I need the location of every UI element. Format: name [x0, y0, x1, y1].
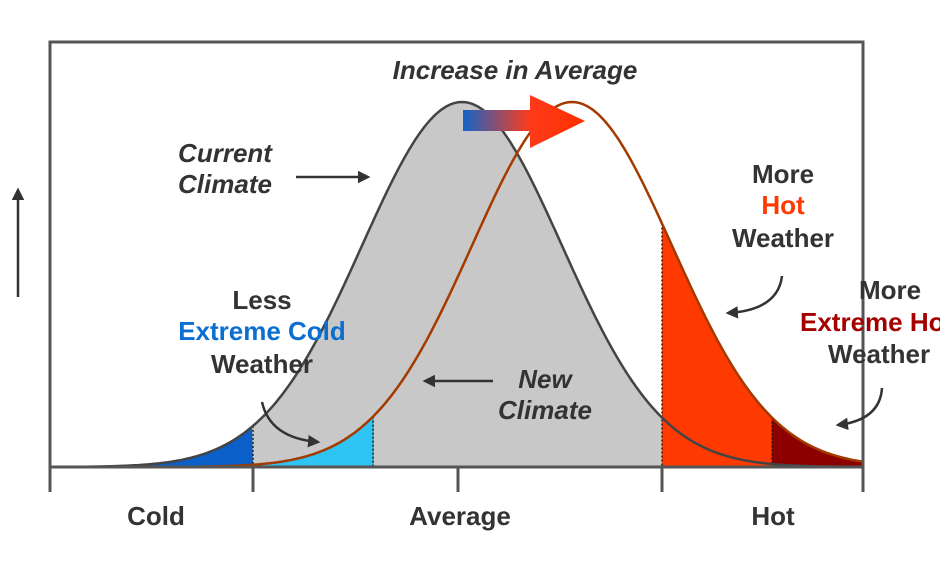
- increase-arrow: [463, 95, 585, 148]
- new-label: New: [518, 364, 573, 394]
- pointer: [725, 275, 784, 319]
- current-label: Current: [178, 138, 273, 168]
- less-cold-area: [252, 415, 374, 467]
- pointer: [260, 401, 321, 448]
- extreme-hot-label: Extreme Hot: [800, 307, 940, 337]
- less-cold-label: Less: [232, 285, 291, 315]
- frame: [48, 40, 865, 467]
- extreme-hot-area: [772, 417, 863, 467]
- distributions: [50, 100, 863, 467]
- more-hot-label: Hot: [761, 190, 805, 220]
- x-label: Average: [409, 501, 511, 531]
- x-axis: [48, 465, 865, 492]
- increase-label: Increase in Average: [393, 55, 638, 85]
- current-curve: [50, 100, 863, 467]
- current-label: Climate: [178, 169, 272, 199]
- less-cold-label: Weather: [211, 349, 313, 379]
- extreme-hot-label: Weather: [828, 339, 930, 369]
- x-label: Hot: [751, 501, 795, 531]
- hot-area: [662, 223, 863, 467]
- new-label: Climate: [498, 395, 592, 425]
- less-cold-label: Extreme Cold: [178, 316, 346, 346]
- more-hot-label: Weather: [732, 223, 834, 253]
- current-area: [50, 102, 863, 467]
- more-hot-label: More: [752, 159, 814, 189]
- shift-arrow: [463, 95, 585, 148]
- pointer: [835, 387, 884, 431]
- cold-tail: [50, 426, 253, 467]
- x-label: Cold: [127, 501, 185, 531]
- extreme-hot-label: More: [859, 275, 921, 305]
